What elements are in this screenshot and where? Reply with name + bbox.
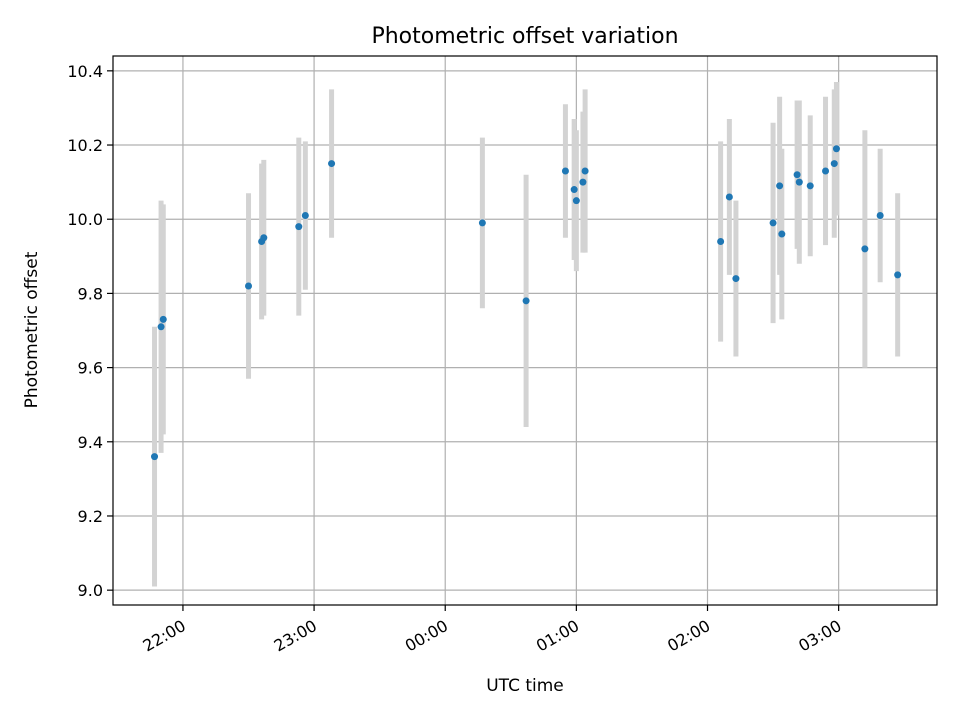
data-point: [522, 297, 530, 305]
x-tick-label: 23:00: [271, 616, 320, 656]
data-point: [776, 182, 784, 190]
data-point: [260, 234, 268, 242]
data-point: [295, 223, 303, 231]
y-tick-label: 9.8: [78, 284, 103, 303]
y-tick-label: 10.2: [67, 136, 103, 155]
data-point: [876, 212, 884, 220]
data-point: [151, 453, 159, 461]
data-point: [328, 160, 336, 168]
y-tick-label: 9.4: [78, 433, 103, 452]
data-point: [301, 212, 309, 220]
data-point: [795, 178, 803, 186]
chart-title: Photometric offset variation: [371, 24, 678, 49]
y-tick-label: 9.6: [78, 359, 103, 378]
data-point: [832, 145, 840, 153]
y-tick-label: 10.0: [67, 210, 103, 229]
x-tick-label: 02:00: [664, 616, 713, 656]
error-bars: [152, 81, 901, 587]
data-point: [478, 219, 486, 227]
x-tick-label: 03:00: [795, 616, 844, 656]
x-tick-label: 01:00: [533, 616, 582, 656]
data-point: [894, 271, 902, 279]
data-point: [830, 160, 838, 168]
data-point: [570, 186, 578, 194]
data-point: [561, 167, 569, 175]
plot-frame: [112, 55, 938, 606]
x-tick-label: 22:00: [140, 616, 189, 656]
data-point: [822, 167, 830, 175]
y-tick-label: 9.2: [78, 507, 103, 526]
y-tick-label: 10.4: [67, 62, 103, 81]
y-ticks: 9.0 9.2 9.4 9.6 9.8 10.0 10.2 10.4: [67, 62, 113, 600]
data-point: [769, 219, 777, 227]
data-point: [572, 197, 580, 205]
x-ticks: 22:00 23:00 00:00 01:00 02:00 03:00: [140, 605, 845, 656]
x-tick-label: 00:00: [402, 616, 451, 656]
data-point: [732, 275, 740, 283]
data-point: [793, 171, 801, 179]
y-tick-label: 9.0: [78, 581, 103, 600]
y-axis-label: Photometric offset: [22, 251, 42, 408]
x-axis-label: UTC time: [486, 676, 564, 696]
data-points: [151, 145, 902, 461]
data-point: [579, 178, 587, 186]
data-point: [245, 282, 253, 290]
data-point: [778, 230, 786, 238]
data-point: [581, 167, 589, 175]
data-point: [717, 237, 725, 245]
data-point: [806, 182, 814, 190]
data-point: [159, 315, 167, 323]
data-point: [725, 193, 733, 201]
data-point: [861, 245, 869, 253]
data-point: [157, 323, 165, 331]
